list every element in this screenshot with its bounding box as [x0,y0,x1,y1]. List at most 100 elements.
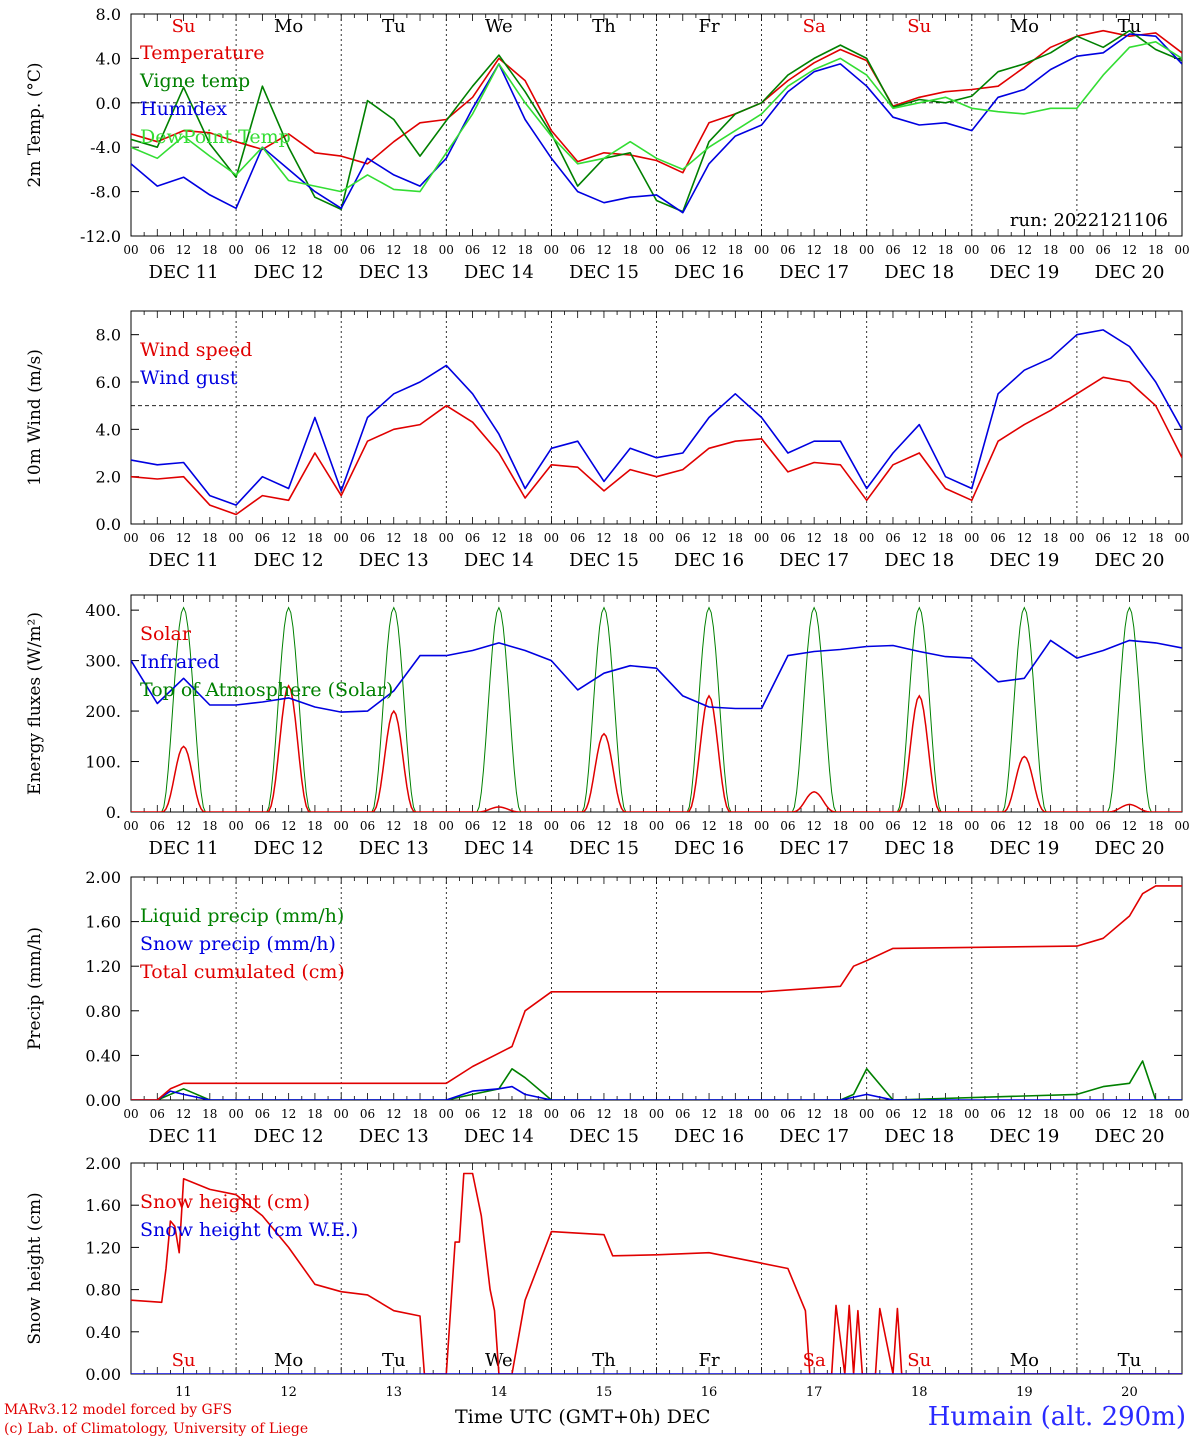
day-number-label: 18 [911,1385,928,1400]
y-tick-label: 4.0 [96,420,121,439]
hour-tick-label: 12 [1122,819,1137,833]
hour-tick-label: 12 [281,819,296,833]
hour-tick-label: 00 [544,531,559,545]
panel-5: 0.00 0.40 0.80 1.20 1.60 2.00 Snow height (cm)… [25,1154,1183,1400]
hour-tick-label: 00 [334,819,349,833]
y-tick-label: 6.0 [96,373,121,392]
legend-entry: Top of Atmosphere (Solar) [140,679,393,701]
legend-entry: Snow height (cm) [140,1191,310,1213]
hour-tick-label: 00 [754,243,769,257]
hour-tick-label: 00 [754,1107,769,1121]
hour-tick-label: 18 [833,819,848,833]
panel-2: 0.0 2.0 4.0 6.0 8.0 10m Wind (m/s) 00 06 12 18 00 0… [25,310,1190,571]
legend-entry: Wind gust [140,367,238,389]
hour-tick-label: 06 [1096,819,1111,833]
credit-line-1: MARv3.12 model forced by GFS [4,1402,233,1418]
day-number-label: 19 [1016,1385,1033,1400]
series-line-1 [131,376,1182,516]
hour-tick-label: 18 [833,243,848,257]
hour-tick-label: 12 [281,1107,296,1121]
hour-tick-label: 06 [570,243,585,257]
date-label: DEC 14 [464,262,534,283]
date-label: DEC 11 [149,550,219,571]
hour-tick-label: 18 [728,243,743,257]
hour-tick-label: 18 [307,819,322,833]
hour-tick-label: 00 [123,243,138,257]
y-tick-label: 1.20 [85,957,121,976]
hour-tick-label: 00 [1174,243,1189,257]
y-axis-label: Snow height (cm) [25,1192,45,1344]
y-tick-label: 0.40 [85,1046,121,1065]
hour-tick-label: 12 [491,243,506,257]
hour-tick-label: 06 [150,531,165,545]
date-label: DEC 11 [149,1126,219,1147]
weekday-label: Fr [699,16,720,37]
hour-tick-label: 18 [202,531,217,545]
hour-tick-label: 12 [912,531,927,545]
weekday-label: Su [172,1350,196,1371]
hour-tick-label: 12 [701,531,716,545]
y-tick-label: 0.0 [96,94,121,113]
hour-tick-label: 12 [596,819,611,833]
date-label: DEC 12 [254,1126,324,1147]
hour-tick-label: 00 [228,819,243,833]
hour-tick-label: 06 [675,243,690,257]
y-axis-label: 2m Temp. (°C) [25,62,45,187]
hour-tick-label: 00 [649,243,664,257]
hour-tick-label: 06 [255,819,270,833]
hour-tick-label: 00 [439,531,454,545]
legend-entry: Liquid precip (mm/h) [140,905,344,927]
credit-line-2: (c) Lab. of Climatology, University of L… [4,1421,309,1437]
hour-tick-label: 06 [885,531,900,545]
hour-tick-label: 06 [780,531,795,545]
y-tick-label: 100. [85,753,121,772]
hour-tick-label: 18 [938,819,953,833]
hour-tick-label: 00 [334,1107,349,1121]
hour-tick-label: 18 [202,243,217,257]
date-label: DEC 16 [674,550,744,571]
hour-tick-label: 12 [386,819,401,833]
hour-tick-label: 00 [1174,1107,1189,1121]
hour-tick-label: 12 [807,243,822,257]
hour-tick-label: 00 [544,243,559,257]
date-label: DEC 11 [149,262,219,283]
hour-tick-label: 06 [360,819,375,833]
hour-tick-label: 12 [176,819,191,833]
hour-tick-label: 06 [780,1107,795,1121]
weekday-label: Th [592,16,616,37]
legend-entry: Snow precip (mm/h) [140,933,336,955]
hour-tick-label: 06 [255,243,270,257]
hour-tick-label: 00 [334,531,349,545]
date-label: DEC 15 [569,838,639,859]
hour-tick-label: 00 [439,819,454,833]
date-label: DEC 20 [1094,838,1164,859]
hour-tick-label: 18 [1043,531,1058,545]
hour-tick-label: 00 [1174,819,1189,833]
date-label: DEC 16 [674,262,744,283]
hour-tick-label: 06 [675,819,690,833]
hour-tick-label: 18 [307,243,322,257]
legend-entry: Total cumulated (cm) [140,961,345,983]
hour-tick-label: 00 [228,243,243,257]
hour-tick-label: 06 [885,243,900,257]
date-label: DEC 16 [674,1126,744,1147]
hour-tick-label: 06 [150,243,165,257]
date-label: DEC 12 [254,550,324,571]
hour-tick-label: 18 [517,243,532,257]
series-line-2 [131,639,1182,713]
hour-tick-label: 00 [439,1107,454,1121]
weekday-label: Mo [1010,16,1039,37]
hour-tick-label: 12 [491,819,506,833]
weekday-label: Mo [274,1350,303,1371]
hour-tick-label: 00 [859,531,874,545]
weekday-label: Fr [699,1350,720,1371]
hour-tick-label: 12 [1122,243,1137,257]
hour-tick-label: 18 [1148,243,1163,257]
date-label: DEC 18 [884,262,954,283]
panel-1: 8.0 4.0 0.0 -4.0 -8.0 -12.0 2m Temp. (°C) 00 06 1… [25,5,1190,283]
hour-tick-label: 18 [1148,1107,1163,1121]
hour-tick-label: 06 [990,1107,1005,1121]
hour-tick-label: 06 [675,1107,690,1121]
hour-tick-label: 06 [990,819,1005,833]
hour-tick-label: 12 [701,819,716,833]
